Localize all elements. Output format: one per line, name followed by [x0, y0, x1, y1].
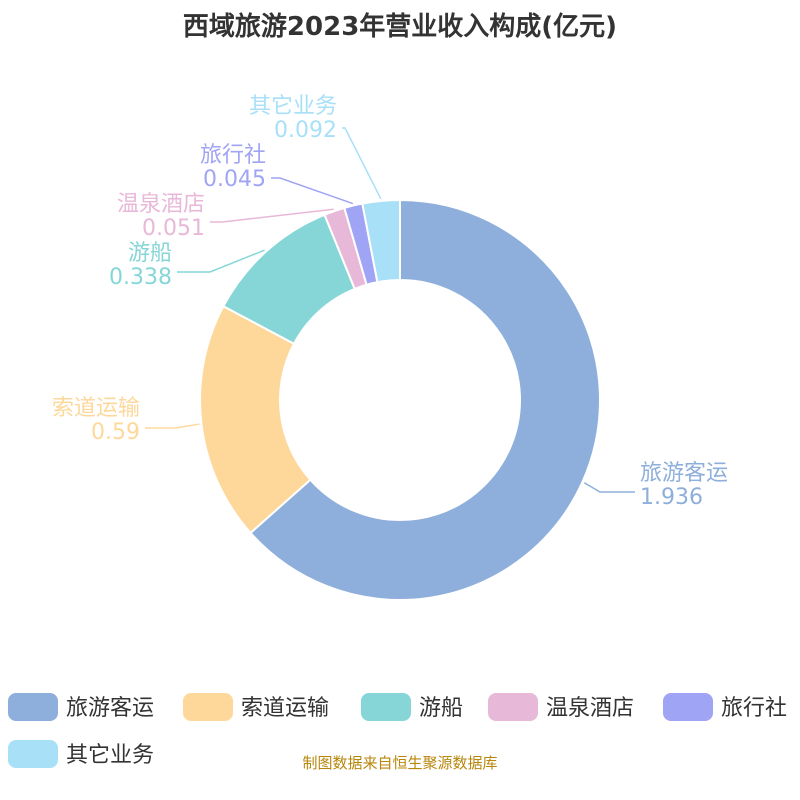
legend-item-1[interactable]: 旅游客运 — [8, 693, 154, 721]
leader-line-5 — [271, 177, 354, 205]
legend-label-1: 旅游客运 — [66, 696, 154, 721]
legend-label-2: 索道运输 — [241, 696, 329, 721]
legend-label-5: 旅行社 — [721, 696, 787, 721]
legend-swatch-3 — [361, 693, 411, 721]
slice-6[interactable] — [361, 198, 401, 284]
legend-swatch-5 — [663, 693, 713, 721]
slice-label-value-6: 0.092 — [274, 118, 337, 143]
legend-item-3[interactable]: 游船 — [361, 693, 463, 721]
legend-label-6: 其它业务 — [66, 743, 154, 768]
leader-line-4 — [210, 208, 334, 223]
chart-title: 西域旅游2023年营业收入构成(亿元) — [183, 11, 617, 42]
legend-label-3: 游船 — [419, 696, 463, 721]
leader-line-2 — [145, 423, 200, 429]
slice-label-value-3: 0.338 — [109, 265, 172, 290]
legend-swatch-1 — [8, 693, 58, 721]
slice-label-name-1: 旅游客运 — [640, 461, 728, 486]
leader-line-1 — [583, 482, 635, 493]
legend-swatch-4 — [488, 693, 538, 721]
slice-2[interactable] — [199, 304, 312, 535]
slice-label-value-2: 0.59 — [91, 420, 140, 445]
slice-label-value-4: 0.051 — [142, 216, 205, 241]
slice-1[interactable] — [249, 198, 601, 601]
slice-label-name-3: 游船 — [128, 241, 172, 266]
legend-item-2[interactable]: 索道运输 — [183, 693, 329, 721]
slice-label-value-5: 0.045 — [203, 167, 266, 192]
slice-label-name-6: 其它业务 — [249, 94, 337, 119]
slice-label-name-5: 旅行社 — [200, 143, 266, 168]
slice-label-name-4: 温泉酒店 — [117, 192, 205, 217]
source-note: 制图数据来自恒生聚源数据库 — [302, 754, 497, 772]
slice-label-value-1: 1.936 — [640, 485, 703, 510]
donut-slices — [199, 198, 601, 601]
leader-line-3 — [177, 249, 265, 273]
legend-item-5[interactable]: 旅行社 — [663, 693, 787, 721]
legend-swatch-6 — [8, 740, 58, 768]
legend-item-6[interactable]: 其它业务 — [8, 740, 154, 768]
legend-label-4: 温泉酒店 — [546, 696, 634, 721]
legend-item-4[interactable]: 温泉酒店 — [488, 693, 634, 721]
slice-label-name-2: 索道运输 — [52, 396, 140, 421]
leader-line-6 — [342, 127, 382, 200]
legend-swatch-2 — [183, 693, 233, 721]
